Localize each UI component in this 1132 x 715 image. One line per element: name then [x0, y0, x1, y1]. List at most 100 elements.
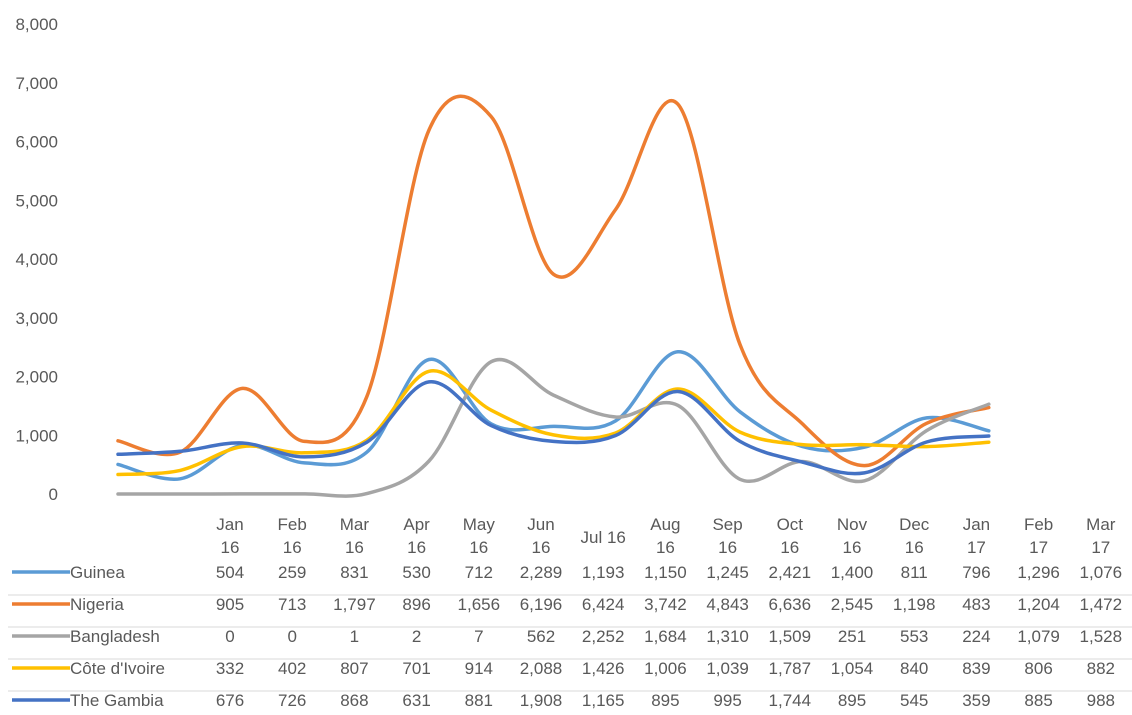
data-table-cell: 0	[287, 627, 296, 646]
series-lines	[116, 94, 991, 498]
data-table-cell: 504	[216, 563, 244, 582]
data-table-cell: 811	[901, 563, 928, 582]
data-table-grid	[8, 594, 1132, 692]
series-line-2	[116, 357, 991, 498]
data-table-cell: 896	[402, 595, 430, 614]
data-table-cell: 332	[216, 659, 244, 678]
data-table-cell: 895	[838, 691, 866, 710]
x-tick-label: Sep 16	[712, 515, 742, 557]
x-tick-label: Jun 16	[527, 515, 554, 557]
data-table-cell: 2,421	[769, 563, 812, 582]
data-table-cell: 631	[402, 691, 430, 710]
data-table-cell: 4,843	[706, 595, 749, 614]
y-tick-label: 7,000	[15, 74, 58, 93]
data-table-cell: 676	[216, 691, 244, 710]
data-table-cell: 2,088	[520, 659, 563, 678]
data-table-cell: 905	[216, 595, 244, 614]
legend-entry: Bangladesh	[70, 627, 160, 646]
data-table-cell: 2	[412, 627, 421, 646]
y-axis: 0 1,000 2,000 3,000 4,000 5,000 6,000 7,000 8,00…	[15, 15, 58, 504]
y-tick-label: 2,000	[15, 368, 58, 387]
data-table-cell: 1,193	[582, 563, 625, 582]
data-table-cell: 1,684	[644, 627, 687, 646]
data-table-cell: 840	[900, 659, 928, 678]
data-table-cell: 1,245	[706, 563, 749, 582]
data-table-cell: 1,054	[831, 659, 874, 678]
data-table-cell: 0	[225, 627, 234, 646]
data-table-cell: 1,006	[644, 659, 687, 678]
y-tick-label: 0	[49, 485, 58, 504]
data-table-cell: 2,252	[582, 627, 625, 646]
data-table-cell: 882	[1087, 659, 1115, 678]
data-table-cell: 251	[838, 627, 866, 646]
x-tick-label: May 16	[463, 515, 496, 557]
data-table-cell: 562	[527, 627, 555, 646]
data-table-cell: 895	[651, 691, 679, 710]
x-tick-label: Dec 16	[899, 515, 930, 557]
data-table: Guinea 504 259 831 530 712 2,289 1,193 1,150 1,24…	[12, 563, 1122, 710]
data-table-cell: 545	[900, 691, 928, 710]
data-table-cell: 259	[278, 563, 306, 582]
y-tick-label: 5,000	[15, 191, 58, 210]
data-table-cell: 868	[340, 691, 368, 710]
x-tick-label: Aug 16	[650, 515, 680, 557]
y-tick-label: 8,000	[15, 15, 58, 34]
data-table-cell: 726	[278, 691, 306, 710]
x-tick-label: Mar 17	[1086, 515, 1116, 557]
x-axis: Jan 16 Feb 16 Mar 16 Apr 16 May 16 Jun 16 Jul 16 Aug 1…	[216, 515, 1115, 557]
data-table-cell: 712	[465, 563, 493, 582]
x-tick-label: Apr 16	[403, 515, 430, 557]
data-table-cell: 1,908	[520, 691, 563, 710]
data-table-cell: 1	[350, 627, 359, 646]
legend-entry: Côte d'Ivoire	[70, 659, 165, 678]
data-table-cell: 7	[474, 627, 483, 646]
x-tick-label: Jul 16	[581, 528, 626, 547]
data-table-cell: 1,150	[644, 563, 687, 582]
legend-entry: Guinea	[70, 563, 125, 582]
data-table-cell: 1,509	[769, 627, 812, 646]
x-tick-label: Jan 16	[216, 515, 243, 557]
x-tick-label: Feb 16	[278, 515, 307, 557]
data-table-cell: 807	[340, 659, 368, 678]
series-line-3	[116, 369, 991, 477]
data-table-cell: 6,636	[769, 595, 812, 614]
data-table-cell: 1,204	[1017, 595, 1060, 614]
x-tick-label: Jan 17	[963, 515, 990, 557]
y-tick-label: 1,000	[15, 426, 58, 445]
data-table-cell: 701	[402, 659, 430, 678]
series-line-0	[116, 350, 991, 481]
data-table-cell: 359	[962, 691, 990, 710]
series-line-1	[116, 94, 991, 468]
data-table-cell: 1,039	[706, 659, 749, 678]
data-table-cell: 806	[1024, 659, 1052, 678]
data-table-cell: 1,528	[1080, 627, 1123, 646]
x-tick-label: Mar 16	[340, 515, 370, 557]
y-tick-label: 3,000	[15, 309, 58, 328]
legend-entry: Nigeria	[70, 595, 124, 614]
x-tick-label: Nov 16	[837, 515, 868, 557]
data-table-cell: 6,196	[520, 595, 563, 614]
data-table-cell: 3,742	[644, 595, 687, 614]
data-table-cell: 1,797	[333, 595, 376, 614]
data-table-cell: 1,079	[1017, 627, 1060, 646]
data-table-cell: 2,289	[520, 563, 563, 582]
data-table-cell: 1,744	[769, 691, 812, 710]
data-table-cell: 1,426	[582, 659, 625, 678]
data-table-cell: 1,656	[458, 595, 501, 614]
data-table-cell: 1,400	[831, 563, 874, 582]
data-table-cell: 1,310	[706, 627, 749, 646]
data-table-cell: 1,076	[1080, 563, 1123, 582]
data-table-cell: 881	[465, 691, 493, 710]
data-table-cell: 553	[900, 627, 928, 646]
data-table-cell: 530	[402, 563, 430, 582]
y-tick-label: 4,000	[15, 250, 58, 269]
data-table-cell: 796	[962, 563, 990, 582]
series-line-4	[116, 380, 991, 476]
data-table-cell: 1,472	[1080, 595, 1123, 614]
y-tick-label: 6,000	[15, 133, 58, 152]
data-table-cell: 1,198	[893, 595, 936, 614]
data-table-cell: 483	[962, 595, 990, 614]
data-table-cell: 914	[465, 659, 493, 678]
data-table-cell: 885	[1024, 691, 1052, 710]
